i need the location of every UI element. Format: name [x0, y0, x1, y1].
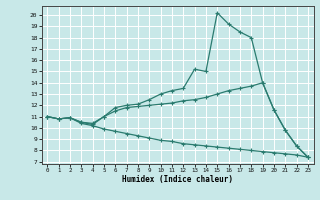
- X-axis label: Humidex (Indice chaleur): Humidex (Indice chaleur): [122, 175, 233, 184]
